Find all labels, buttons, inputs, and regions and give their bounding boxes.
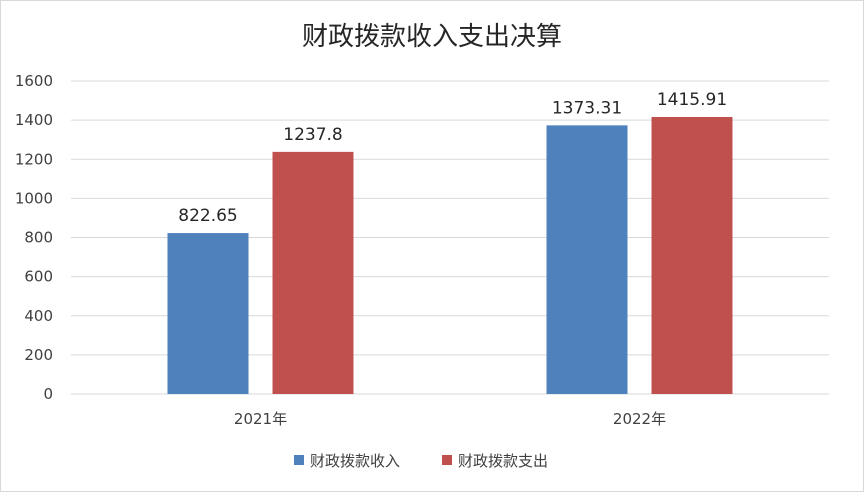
y-tick-label: 0 <box>43 385 53 403</box>
bar-expense-1 <box>272 151 354 394</box>
data-label: 822.65 <box>178 206 237 226</box>
bar-expense-2 <box>651 117 733 394</box>
legend-label: 财政拨款支出 <box>458 452 548 470</box>
y-axis-ticks: 0 200 400 600 800 1000 1200 1400 1600 <box>15 72 53 403</box>
bar-income-1 <box>167 233 249 394</box>
legend-label: 财政拨款收入 <box>310 452 400 470</box>
y-tick-label: 1200 <box>15 150 53 168</box>
x-axis-categories: 2021年 2022年 <box>234 410 666 428</box>
data-label: 1237.8 <box>283 125 342 145</box>
legend-swatch <box>294 455 304 465</box>
data-labels: 822.65 1237.8 1373.31 1415.91 <box>178 90 727 226</box>
legend: 财政拨款收入 财政拨款支出 <box>294 452 548 470</box>
y-tick-label: 200 <box>24 346 53 364</box>
y-tick-label: 400 <box>24 307 53 325</box>
data-label: 1415.91 <box>657 90 727 110</box>
y-tick-label: 600 <box>24 268 53 286</box>
x-category-label: 2022年 <box>613 410 666 428</box>
x-category-label: 2021年 <box>234 410 287 428</box>
y-tick-label: 1000 <box>15 189 53 207</box>
legend-swatch <box>442 455 452 465</box>
y-tick-label: 800 <box>24 229 53 247</box>
y-tick-label: 1600 <box>15 72 53 90</box>
bar-income-2 <box>546 125 628 395</box>
bars <box>167 117 733 395</box>
chart-title: 财政拨款收入支出决算 <box>302 22 562 52</box>
data-label: 1373.31 <box>552 98 622 118</box>
y-tick-label: 1400 <box>15 111 53 129</box>
